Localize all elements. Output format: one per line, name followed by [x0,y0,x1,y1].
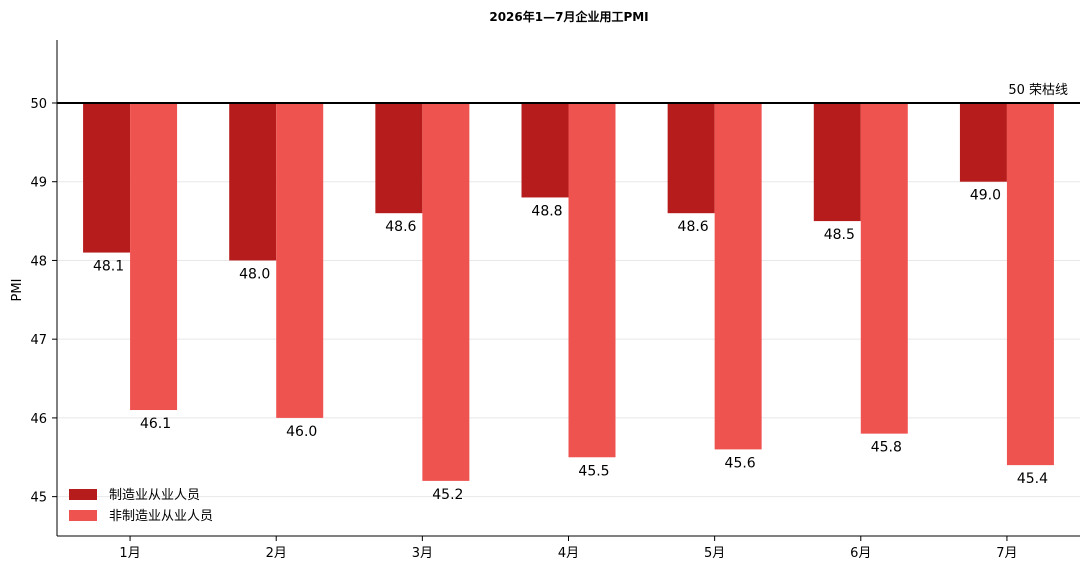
x-tick-label: 1月 [119,546,140,561]
x-tick-label: 7月 [996,546,1017,561]
bar-non-manufacturing-2 [276,102,324,418]
bar-non-manufacturing-3 [422,102,470,481]
bar-manufacturing-6 [813,102,861,222]
bar-non-manufacturing-4 [568,102,616,458]
bars [83,102,1054,481]
bar-manufacturing-1 [83,102,131,253]
legend-swatch-2 [69,510,97,521]
bar-manufacturing-7 [959,102,1007,182]
y-tick-label: 45 [30,491,47,506]
legend-label-2: 非制造业从业人员 [109,509,213,524]
data-label: 45.4 [1017,471,1048,487]
data-label: 48.6 [385,219,416,235]
data-label: 48.8 [531,203,562,219]
data-label: 48.6 [678,219,709,235]
y-axis-label: PMI [10,279,25,302]
x-tick-label: 2月 [266,546,287,561]
axes: 45 46 47 48 49 50 50 荣枯线 1月 2月 3月 4月 5月 6月 7月 [30,40,1080,561]
data-label: 46.1 [140,416,171,432]
y-tick-label: 47 [30,333,47,348]
bar-non-manufacturing-5 [714,102,762,450]
y-tick-label: 50 [30,97,47,112]
bar-manufacturing-2 [229,102,277,261]
data-label: 48.1 [93,259,124,275]
reference-line-label: 50 荣枯线 [1008,83,1068,98]
x-tick-label: 5月 [704,546,725,561]
y-tick-label: 49 [30,176,47,191]
bar-manufacturing-5 [667,102,715,214]
data-label: 45.8 [871,440,902,456]
x-tick-label: 4月 [558,546,579,561]
data-label: 45.5 [578,463,609,479]
data-label: 45.6 [725,455,756,471]
data-label: 48.0 [239,266,270,282]
legend-swatch-1 [69,489,97,500]
x-tick-label: 6月 [850,546,871,561]
data-label: 45.2 [432,487,463,503]
y-tick-label: 48 [30,254,47,269]
bar-manufacturing-4 [521,102,569,198]
legend-label-1: 制造业从业人员 [109,488,200,503]
chart-title: 2026年1—7月企业用工PMI [489,9,648,24]
data-labels: 48.1 48.0 48.6 48.8 48.6 48.5 49.0 46.1 46.0 45.2… [93,188,1048,503]
bar-non-manufacturing-1 [130,102,178,411]
data-label: 49.0 [970,188,1001,204]
bar-manufacturing-3 [375,102,423,214]
data-label: 46.0 [286,424,317,440]
data-label: 48.5 [824,227,855,243]
x-tick-label: 3月 [412,546,433,561]
bar-non-manufacturing-7 [1006,102,1054,466]
y-tick-label: 46 [30,412,47,427]
bar-non-manufacturing-6 [860,102,908,434]
